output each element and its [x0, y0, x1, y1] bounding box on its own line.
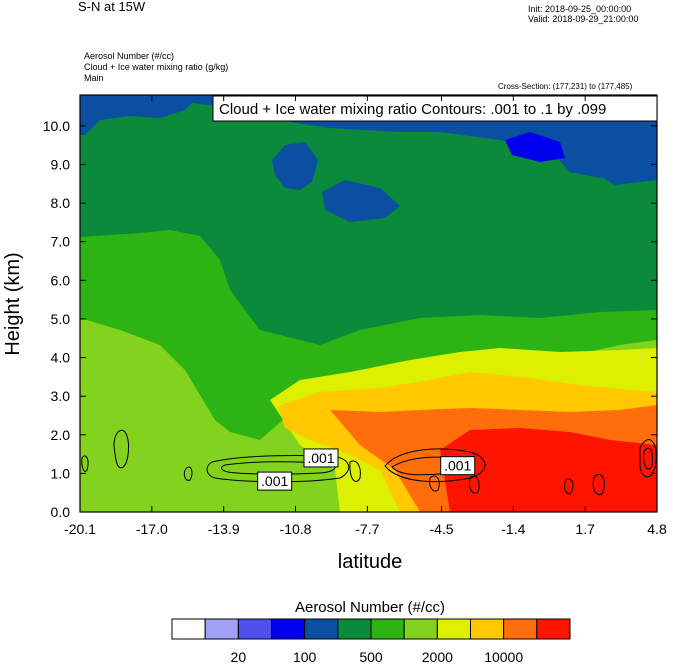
- colorbar-swatch: [536, 618, 571, 640]
- y-tick-label: 9.0: [51, 157, 71, 173]
- blob-blue-lower: [322, 180, 400, 222]
- valid-time: Valid: 2018-09-29_21:00:00: [528, 14, 639, 24]
- colorbar-swatch: [370, 618, 405, 640]
- x-tick-label: 4.8: [647, 521, 667, 537]
- x-axis-label: latitude: [338, 551, 403, 573]
- blob-bright-blue: [505, 132, 565, 162]
- field-label-main: Main: [84, 73, 104, 83]
- x-tick-label: -10.8: [280, 521, 312, 537]
- y-axis: 0.0 1.0 2.0 3.0 4.0 5.0 6.0 7.0 8.0 9.0 10.0: [43, 118, 657, 520]
- y-tick-label: 0.0: [51, 504, 71, 520]
- contour-7: [384, 448, 486, 483]
- colorbar-tick-label: 10000: [484, 649, 523, 665]
- colorbar-swatch: [436, 618, 472, 640]
- colorbar-tick-label: 100: [293, 649, 317, 665]
- colorbar-swatch: [304, 618, 339, 640]
- y-axis-label: Height (km): [2, 252, 24, 355]
- contour-10: [469, 475, 480, 494]
- colorbar-swatch: [204, 618, 239, 640]
- y-tick-label: 7.0: [51, 234, 71, 250]
- field-label-cloud-ice: Cloud + Ice water mixing ratio (g/kg): [84, 62, 229, 72]
- blob-blue-mid: [272, 142, 318, 190]
- y-tick-label: 5.0: [51, 311, 71, 327]
- y-tick-label: 3.0: [51, 388, 71, 404]
- contour-3: [183, 466, 193, 481]
- contour-11: [564, 478, 574, 495]
- contour-9: [429, 475, 440, 492]
- contour-2: [113, 429, 129, 469]
- contour-14: [643, 447, 653, 470]
- contour-1: [81, 455, 89, 472]
- y-tick-label: 10.0: [43, 118, 70, 134]
- plot-title: S-N at 15W: [78, 0, 146, 14]
- y-tick-label: 6.0: [51, 272, 71, 288]
- colorbar-tick-label: 500: [359, 649, 383, 665]
- contour-5: [221, 461, 336, 475]
- contour-labels: .001 .001 .001: [257, 448, 476, 491]
- field-label-aerosol: Aerosol Number (#/cc): [84, 51, 175, 61]
- title-box: Cloud + Ice water mixing ratio Contours:…: [212, 95, 658, 122]
- colorbar-swatch: [503, 618, 538, 640]
- x-tick-label: -20.1: [64, 521, 96, 537]
- x-tick-label: -13.9: [208, 521, 240, 537]
- contour-6: [349, 460, 361, 482]
- y-tick-label: 4.0: [51, 350, 71, 366]
- colorbar-tick-label: 20: [231, 649, 247, 665]
- x-axis: -20.1 -17.0 -13.9 -10.8 -7.7 -4.5 -1.4 1.7 4.8: [64, 95, 667, 537]
- contour-4: [206, 455, 350, 483]
- chart-title: Cloud + Ice water mixing ratio Contours:…: [219, 101, 606, 118]
- mixing-ratio-contours: [81, 429, 657, 496]
- contour-label-box: [257, 471, 293, 491]
- colorbar-title: Aerosol Number (#/cc): [295, 599, 445, 616]
- colorbar-swatch: [271, 618, 306, 640]
- colorbar-swatch: [237, 618, 272, 640]
- aerosol-field: [80, 95, 657, 512]
- cross-section-label: Cross-Section: (177,231) to (177,485): [498, 82, 633, 91]
- x-tick-label: -4.5: [429, 521, 453, 537]
- x-tick-label: -17.0: [136, 521, 168, 537]
- contour-label: .001: [444, 458, 471, 474]
- y-tick-label: 2.0: [51, 427, 71, 443]
- band-red: [440, 428, 657, 512]
- contour-12: [592, 474, 605, 496]
- init-time: Init: 2018-09-25_00:00:00: [528, 4, 632, 14]
- colorbar-swatch: [403, 618, 438, 640]
- contour-label: .001: [307, 450, 334, 466]
- contour-label-box: [440, 456, 476, 476]
- x-tick-label: -1.4: [501, 521, 525, 537]
- colorbar-tick-label: 2000: [422, 649, 453, 665]
- blob-blue-right: [550, 118, 625, 178]
- blob-blue-left: [80, 95, 200, 135]
- contour-label: .001: [261, 473, 288, 489]
- x-tick-label: 1.7: [575, 521, 595, 537]
- colorbar-swatch: [337, 618, 372, 640]
- x-tick-label: -7.7: [355, 521, 379, 537]
- colorbar-swatch: [470, 618, 505, 640]
- colorbar: 20 100 500 2000 10000: [171, 618, 571, 665]
- y-tick-label: 8.0: [51, 195, 71, 211]
- contour-label-box: [303, 448, 339, 468]
- colorbar-swatch: [171, 618, 206, 640]
- contour-13: [639, 439, 657, 478]
- plot-frame: [79, 94, 658, 513]
- y-tick-label: 1.0: [51, 465, 71, 481]
